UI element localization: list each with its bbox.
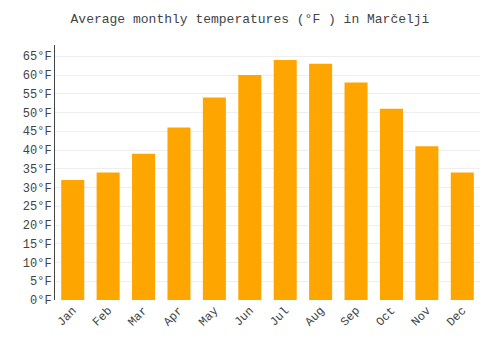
svg-text:Nov: Nov [409,304,434,329]
svg-text:35°F: 35°F [23,163,52,177]
svg-text:Dec: Dec [444,304,469,329]
svg-text:Mar: Mar [125,304,150,329]
svg-text:10°F: 10°F [23,257,52,271]
svg-text:50°F: 50°F [23,107,52,121]
svg-text:Feb: Feb [90,304,115,329]
svg-text:Average monthly temperatures (: Average monthly temperatures (°F ) in Ma… [71,12,430,27]
svg-text:20°F: 20°F [23,219,52,233]
svg-text:Oct: Oct [373,304,398,329]
svg-text:Jul: Jul [267,304,292,329]
svg-text:15°F: 15°F [23,238,52,252]
svg-text:Jan: Jan [55,304,80,329]
svg-text:55°F: 55°F [23,88,52,102]
svg-text:May: May [196,304,221,329]
svg-text:Sep: Sep [338,304,363,329]
svg-text:65°F: 65°F [23,50,52,64]
svg-text:30°F: 30°F [23,182,52,196]
svg-text:40°F: 40°F [23,144,52,158]
svg-text:Apr: Apr [161,304,186,329]
svg-text:0°F: 0°F [30,294,52,308]
svg-text:Aug: Aug [303,304,328,329]
svg-text:5°F: 5°F [30,275,52,289]
svg-text:45°F: 45°F [23,125,52,139]
svg-text:Jun: Jun [232,304,257,329]
svg-text:25°F: 25°F [23,200,52,214]
svg-text:60°F: 60°F [23,69,52,83]
